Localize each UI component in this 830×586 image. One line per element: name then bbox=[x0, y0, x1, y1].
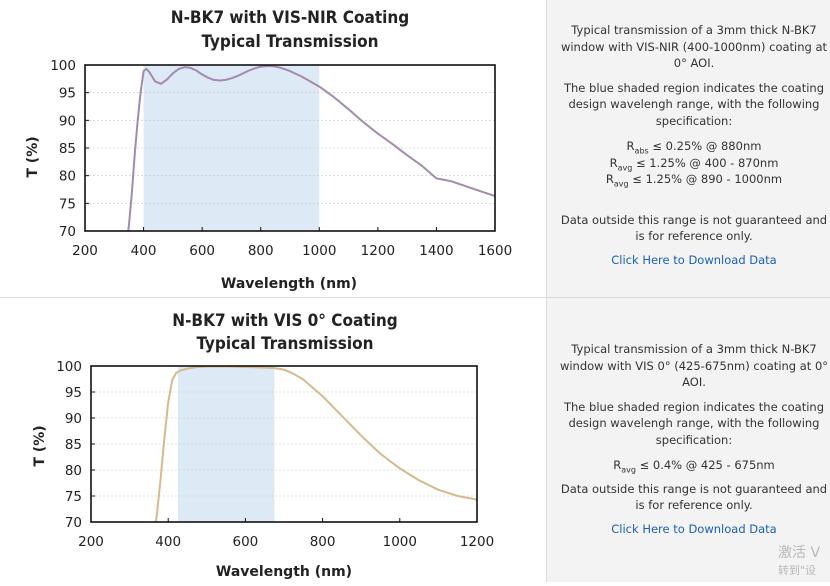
description-text: Typical transmission of a 3mm thick N-BK… bbox=[559, 342, 829, 389]
info-panel-vis: Typical transmission of a 3mm thick N-BK… bbox=[546, 298, 830, 582]
x-tick-label: 200 bbox=[72, 243, 98, 259]
chart-row-vis: N-BK7 with VIS 0° Coating Typical Transm… bbox=[0, 298, 830, 582]
chart-title: N-BK7 with VIS-NIR Coating bbox=[171, 8, 409, 28]
y-tick-label: 85 bbox=[59, 141, 76, 157]
transmission-series-line bbox=[154, 366, 477, 522]
y-tick-label: 75 bbox=[65, 489, 82, 505]
y-tick-label: 70 bbox=[65, 515, 82, 531]
y-tick-label: 90 bbox=[59, 113, 76, 129]
x-tick-label: 1600 bbox=[478, 243, 512, 259]
download-data-link[interactable]: Click Here to Download Data bbox=[611, 252, 777, 267]
transmission-chart-vis: N-BK7 with VIS 0° Coating Typical Transm… bbox=[32, 311, 494, 580]
coating-design-range-shade bbox=[177, 366, 275, 522]
x-tick-label: 800 bbox=[310, 534, 336, 550]
chart-subtitle: Typical Transmission bbox=[197, 334, 374, 354]
x-tick-label: 1400 bbox=[419, 243, 453, 259]
shade-note: The blue shaded region indicates the coa… bbox=[563, 80, 825, 128]
spec-list: Rabs ≤ 0.25% @ 880nm Ravg ≤ 1.25% @ 400 … bbox=[559, 138, 829, 188]
y-tick-label: 100 bbox=[50, 58, 76, 74]
x-axis-label: Wavelength (nm) bbox=[216, 564, 352, 580]
x-axis-label: Wavelength (nm) bbox=[221, 276, 357, 292]
y-tick-label: 100 bbox=[56, 359, 82, 375]
y-tick-label: 95 bbox=[65, 385, 82, 401]
download-data-link[interactable]: Click Here to Download Data bbox=[611, 521, 777, 536]
x-tick-label: 400 bbox=[155, 534, 181, 550]
spec-item: Ravg ≤ 0.4% @ 425 - 675nm bbox=[613, 458, 775, 475]
spec-list: Ravg ≤ 0.4% @ 425 - 675nm bbox=[559, 457, 829, 474]
watermark-line-2: 转到"设 bbox=[778, 564, 817, 577]
y-tick-label: 80 bbox=[65, 463, 82, 479]
spec-item: Ravg ≤ 1.25% @ 890 - 1000nm bbox=[605, 172, 783, 189]
watermark-line-1: 激活 V bbox=[778, 545, 821, 561]
chart-cell-vis: N-BK7 with VIS 0° Coating Typical Transm… bbox=[0, 298, 546, 582]
transmission-chart-vis-nir: N-BK7 with VIS-NIR Coating Typical Trans… bbox=[25, 8, 512, 292]
chart-title: N-BK7 with VIS 0° Coating bbox=[172, 311, 397, 331]
x-tick-label: 1200 bbox=[460, 534, 494, 550]
spec-item: Rabs ≤ 0.25% @ 880nm bbox=[626, 139, 762, 156]
y-tick-label: 85 bbox=[65, 437, 82, 453]
chart-cell-vis-nir: N-BK7 with VIS-NIR Coating Typical Trans… bbox=[0, 0, 546, 297]
disclaimer-text: Data outside this range is not guarantee… bbox=[560, 212, 828, 244]
disclaimer-text: Data outside this range is not guarantee… bbox=[560, 481, 828, 513]
y-tick-label: 75 bbox=[59, 196, 76, 212]
y-tick-label: 80 bbox=[59, 169, 76, 185]
y-axis-label: T (%) bbox=[25, 136, 41, 177]
chart-row-vis-nir: N-BK7 with VIS-NIR Coating Typical Trans… bbox=[0, 0, 830, 298]
x-tick-label: 400 bbox=[131, 243, 157, 259]
chart-subtitle: Typical Transmission bbox=[202, 32, 379, 52]
x-tick-label: 600 bbox=[233, 534, 259, 550]
y-axis-label: T (%) bbox=[32, 425, 48, 466]
x-tick-label: 600 bbox=[189, 243, 215, 259]
transmission-series-line bbox=[127, 65, 495, 231]
x-tick-label: 800 bbox=[248, 243, 274, 259]
info-panel-vis-nir: Typical transmission of a 3mm thick N-BK… bbox=[546, 0, 830, 297]
os-activation-watermark: 激活 V 转到"设 bbox=[778, 544, 830, 580]
spec-item: Ravg ≤ 1.25% @ 400 - 870nm bbox=[609, 155, 779, 172]
y-tick-label: 90 bbox=[65, 411, 82, 427]
x-tick-label: 1000 bbox=[302, 243, 336, 259]
x-tick-label: 1200 bbox=[361, 243, 395, 259]
x-tick-label: 200 bbox=[78, 534, 104, 550]
description-text: Typical transmission of a 3mm thick N-BK… bbox=[560, 23, 828, 70]
y-tick-label: 70 bbox=[59, 224, 76, 240]
y-tick-label: 95 bbox=[59, 86, 76, 102]
shade-note: The blue shaded region indicates the coa… bbox=[563, 399, 825, 447]
x-tick-label: 1000 bbox=[383, 534, 417, 550]
